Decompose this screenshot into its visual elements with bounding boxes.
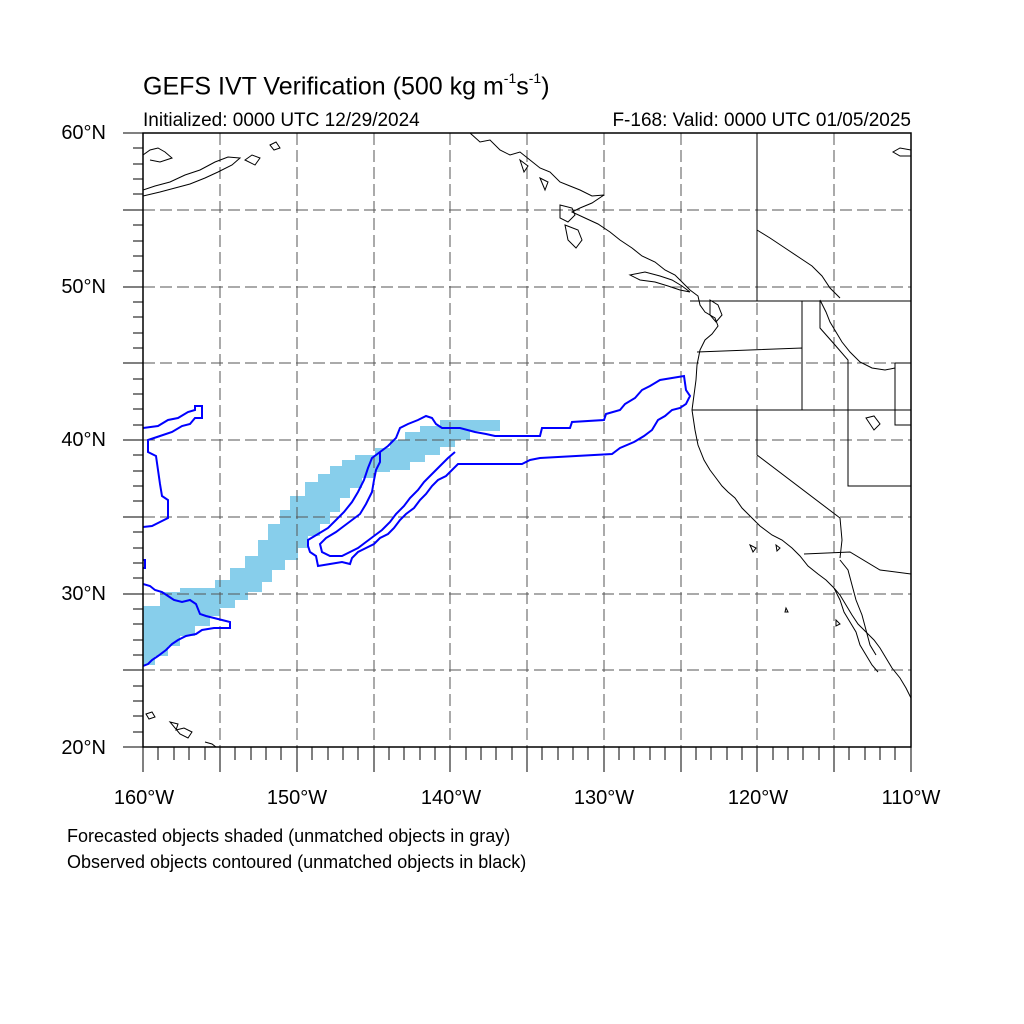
forecast-ivt-object — [143, 420, 500, 665]
lat-label-50n: 50°N — [61, 276, 106, 298]
forecast-legend-note: Forecasted objects shaded (unmatched obj… — [67, 826, 511, 846]
lat-label-20n: 20°N — [61, 737, 106, 759]
political-boundaries — [690, 133, 911, 575]
observed-ivt-contour — [143, 374, 692, 667]
chart-title: GEFS IVT Verification (500 kg m-1s-1) — [143, 70, 550, 101]
lat-lon-grid — [143, 133, 911, 747]
lat-label-30n: 30°N — [61, 583, 106, 605]
lon-label-130w: 130°W — [573, 787, 635, 809]
coastlines — [143, 133, 911, 747]
observed-legend-note: Observed objects contoured (unmatched ob… — [67, 852, 527, 872]
lon-label-140w: 140°W — [420, 787, 482, 809]
initialized-time: Initialized: 0000 UTC 12/29/2024 — [143, 110, 420, 131]
valid-time: F-168: Valid: 0000 UTC 01/05/2025 — [612, 110, 911, 131]
lon-label-160w: 160°W — [113, 787, 175, 809]
lon-label-110w: 110°W — [881, 787, 941, 809]
axis-ticks — [123, 132, 912, 772]
lat-label-40n: 40°N — [61, 429, 106, 451]
lat-label-60n: 60°N — [61, 122, 106, 144]
lon-label-120w: 120°W — [727, 787, 789, 809]
lon-label-150w: 150°W — [266, 787, 328, 809]
